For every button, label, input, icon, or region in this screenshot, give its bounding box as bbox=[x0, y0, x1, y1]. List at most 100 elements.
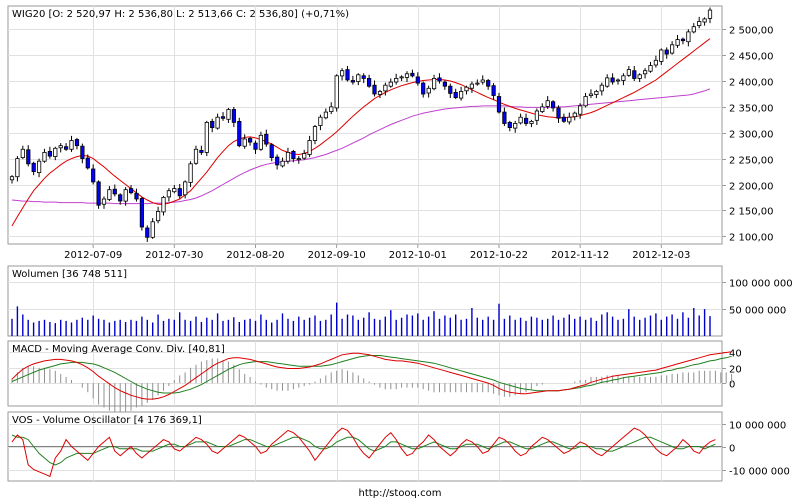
candle-body bbox=[242, 138, 247, 147]
candle-body bbox=[437, 77, 442, 82]
candle-body bbox=[610, 77, 615, 83]
candle-body bbox=[502, 111, 507, 124]
price-panel-label: WIG20 [O: 2 520,97 H: 2 536,80 L: 2 513,… bbox=[12, 9, 349, 20]
candle-body bbox=[653, 59, 659, 66]
vos-y-tick-label: 0 bbox=[729, 444, 735, 455]
macd-y-tick-label: 0 bbox=[729, 380, 735, 391]
candle-body bbox=[9, 176, 15, 181]
candle-body bbox=[496, 96, 502, 113]
candle-body bbox=[285, 151, 291, 162]
moving-average-short-line bbox=[11, 38, 711, 227]
vos-signal-line bbox=[11, 434, 716, 466]
candle-body bbox=[107, 189, 112, 200]
candle-body bbox=[534, 110, 540, 121]
price-y-tick-label: 2 300,00 bbox=[729, 130, 774, 141]
candle-body bbox=[626, 69, 632, 76]
candle-body bbox=[307, 140, 312, 155]
price-y-tick-label: 2 400,00 bbox=[729, 78, 774, 89]
candle-body bbox=[302, 153, 307, 159]
candle-body bbox=[269, 144, 274, 158]
candle-body bbox=[480, 79, 485, 83]
candle-body bbox=[507, 122, 512, 129]
candle-body bbox=[486, 80, 491, 87]
candle-body bbox=[643, 70, 648, 75]
candle-body bbox=[172, 188, 177, 193]
x-tick-label: 2012-11-12 bbox=[551, 250, 609, 261]
candle-body bbox=[26, 149, 31, 165]
candle-body bbox=[399, 76, 404, 79]
candle-body bbox=[134, 192, 139, 200]
candle-body bbox=[388, 81, 393, 87]
candle-body bbox=[448, 85, 453, 94]
candle-body bbox=[47, 150, 53, 157]
price-panel bbox=[7, 5, 723, 245]
candle-body bbox=[707, 9, 713, 19]
price-y-tick-label: 2 450,00 bbox=[729, 52, 774, 63]
x-tick-label: 2012-12-03 bbox=[632, 250, 690, 261]
candle-body bbox=[518, 116, 523, 124]
candle-body bbox=[20, 148, 25, 159]
candle-body bbox=[561, 116, 567, 122]
candle-body bbox=[31, 162, 36, 173]
candle-body bbox=[37, 160, 42, 173]
candle-body bbox=[220, 116, 226, 119]
candle-body bbox=[280, 160, 285, 167]
candle-body bbox=[529, 121, 534, 124]
candle-body bbox=[155, 210, 161, 222]
vos-panel-label: VOS - Volume Oscillator [4 176 369,1] bbox=[12, 415, 202, 426]
candle-body bbox=[464, 86, 469, 92]
candle-body bbox=[670, 44, 675, 54]
volume-y-tick-label: 100 000 000 bbox=[729, 279, 793, 290]
candle-body bbox=[101, 198, 107, 205]
candle-body bbox=[166, 190, 171, 198]
macd-line bbox=[11, 351, 732, 400]
candle-body bbox=[361, 75, 366, 79]
candle-body bbox=[112, 188, 117, 195]
macd-panel-label: MACD - Moving Average Conv. Div. [40,81] bbox=[12, 344, 225, 355]
candle-body bbox=[540, 106, 545, 113]
candle-body bbox=[318, 116, 323, 126]
candle-body bbox=[394, 78, 399, 83]
candle-body bbox=[183, 181, 188, 196]
price-y-tick-label: 2 100,00 bbox=[729, 233, 774, 244]
candle-body bbox=[215, 116, 220, 129]
candle-body bbox=[594, 91, 599, 95]
candle-body bbox=[231, 109, 236, 123]
candle-body bbox=[329, 106, 334, 113]
candle-body bbox=[139, 198, 144, 228]
x-tick-label: 2012-07-09 bbox=[64, 250, 122, 261]
candle-body bbox=[675, 39, 680, 46]
candle-body bbox=[334, 75, 339, 109]
price-y-tick-label: 2 250,00 bbox=[729, 156, 774, 167]
candle-body bbox=[42, 151, 47, 162]
macd-panel bbox=[7, 340, 723, 407]
candle-body bbox=[545, 100, 550, 107]
price-y-tick-label: 2 350,00 bbox=[729, 104, 774, 115]
candle-body bbox=[258, 134, 264, 150]
candle-body bbox=[372, 84, 377, 95]
candle-body bbox=[453, 92, 458, 99]
candle-body bbox=[275, 156, 280, 166]
candle-body bbox=[659, 49, 664, 62]
candle-body bbox=[583, 96, 588, 107]
candle-body bbox=[193, 148, 199, 164]
candle-body bbox=[383, 84, 388, 92]
candle-body bbox=[64, 146, 69, 150]
candle-body bbox=[556, 107, 561, 119]
candle-body bbox=[491, 85, 496, 96]
candle-body bbox=[123, 189, 128, 202]
candle-body bbox=[426, 87, 431, 94]
vos-line bbox=[11, 427, 716, 478]
x-tick-label: 2012-10-22 bbox=[470, 250, 528, 261]
volume-panel bbox=[7, 265, 723, 337]
candle-body bbox=[226, 109, 231, 120]
candle-body bbox=[69, 140, 74, 150]
candle-body bbox=[588, 93, 594, 97]
candle-body bbox=[339, 70, 345, 77]
candle-body bbox=[91, 168, 96, 183]
candle-body bbox=[345, 69, 350, 81]
x-tick-label: 2012-07-30 bbox=[145, 250, 203, 261]
candle-body bbox=[458, 91, 464, 99]
candle-body bbox=[615, 79, 621, 82]
